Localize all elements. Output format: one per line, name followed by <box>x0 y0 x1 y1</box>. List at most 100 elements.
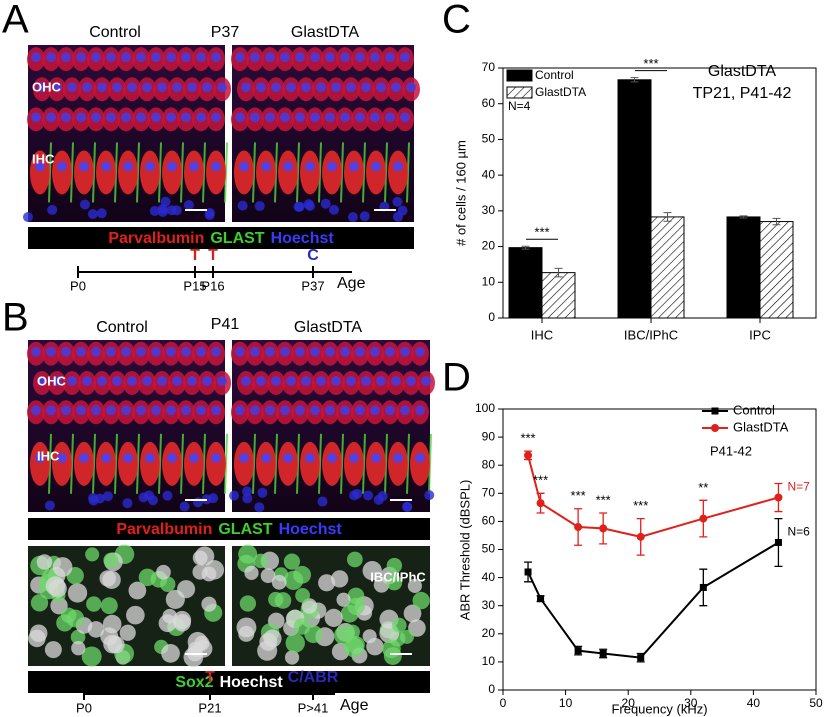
nucleus <box>406 82 416 93</box>
nucleus <box>162 490 173 501</box>
sample-size: N=7 <box>787 480 810 494</box>
nucleus <box>211 405 221 416</box>
y-tick-label: 30 <box>482 598 496 612</box>
nucleus <box>295 588 310 603</box>
nucleus <box>192 564 208 580</box>
nucleus <box>172 610 192 630</box>
nucleus <box>44 641 62 659</box>
nucleus <box>385 405 395 416</box>
cell <box>140 150 160 195</box>
cell <box>162 150 182 195</box>
nucleus <box>167 452 177 463</box>
nucleus <box>67 583 88 603</box>
nucleus <box>400 112 410 123</box>
timeline-label: P37 <box>301 278 324 293</box>
nucleus <box>239 452 249 463</box>
timeline-label: P15 <box>183 278 206 293</box>
nucleus <box>391 82 401 93</box>
panel-letter: C <box>442 0 471 42</box>
nucleus <box>327 452 337 463</box>
nucleus <box>76 346 86 357</box>
cell <box>300 150 320 195</box>
nucleus <box>235 112 245 123</box>
nucleus <box>142 82 152 93</box>
y-tick-label: 80 <box>482 457 496 471</box>
nucleus <box>112 376 122 386</box>
nucleus <box>325 112 335 123</box>
nucleus <box>217 82 227 93</box>
annotation: TP21, P41-42 <box>693 85 792 102</box>
nucleus <box>318 574 336 592</box>
nucleus <box>211 112 221 123</box>
nucleus <box>238 544 258 564</box>
y-tick-label: 0 <box>488 310 495 324</box>
x-tick-label: 10 <box>559 696 573 710</box>
nucleus <box>257 640 278 661</box>
nucleus <box>145 452 155 463</box>
point <box>524 568 532 576</box>
cell <box>366 441 386 486</box>
image-title: Control <box>96 319 148 336</box>
nucleus <box>151 346 161 357</box>
nucleus <box>347 597 365 616</box>
nucleus <box>71 641 86 656</box>
annotation: P41-42 <box>710 443 752 458</box>
point <box>574 523 583 532</box>
nucleus <box>48 579 67 598</box>
nucleus <box>179 501 190 512</box>
y-axis-label: ABR Threshold (dBSPL) <box>457 480 472 621</box>
nucleus <box>126 605 145 625</box>
nucleus <box>373 494 384 505</box>
nucleus <box>123 161 133 172</box>
nucleus <box>239 595 257 612</box>
timeline-event: T <box>208 247 218 264</box>
nucleus <box>310 52 320 63</box>
y-tick-label: 70 <box>482 485 496 499</box>
image-title: Control <box>89 24 141 41</box>
nucleus <box>57 452 67 463</box>
nucleus <box>128 581 147 600</box>
legend-swatch <box>506 86 533 99</box>
stain-name: GLAST <box>210 230 264 247</box>
nucleus <box>61 346 71 357</box>
nucleus <box>285 633 305 653</box>
nucleus <box>260 568 276 584</box>
nucleus <box>204 207 215 218</box>
nucleus <box>371 452 381 463</box>
stain-name: Parvalbumin <box>116 521 212 538</box>
nucleus <box>149 205 160 216</box>
stain-bar <box>28 227 414 249</box>
nucleus <box>316 376 326 386</box>
nucleus <box>250 112 260 123</box>
image-label: IHC <box>32 151 55 166</box>
nucleus <box>100 597 118 615</box>
nucleus <box>325 346 335 357</box>
nucleus <box>241 376 251 386</box>
nucleus <box>52 82 62 93</box>
nucleus <box>355 52 365 63</box>
nucleus <box>91 405 101 416</box>
y-axis-label: # of cells / 160 µm <box>453 140 468 246</box>
nucleus <box>189 452 199 463</box>
image-title: P37 <box>211 24 240 41</box>
plot-frame <box>502 408 817 691</box>
nucleus <box>196 112 206 123</box>
image-title: P41 <box>211 316 240 333</box>
nucleus <box>286 82 296 93</box>
nucleus <box>67 376 77 386</box>
line <box>527 455 779 538</box>
nucleus <box>76 112 86 123</box>
x-tick-label: 20 <box>622 696 636 710</box>
nucleus <box>57 161 67 172</box>
x-axis-label: Frequency (kHz) <box>611 701 707 716</box>
nucleus <box>403 604 422 623</box>
y-tick-label: 20 <box>482 239 496 253</box>
cell <box>344 441 364 486</box>
nucleus <box>280 405 290 416</box>
nucleus <box>280 112 290 123</box>
nucleus <box>235 405 245 416</box>
nucleus <box>386 574 403 591</box>
nucleus <box>347 212 358 223</box>
nucleus <box>23 212 34 223</box>
nucleus <box>254 201 265 212</box>
